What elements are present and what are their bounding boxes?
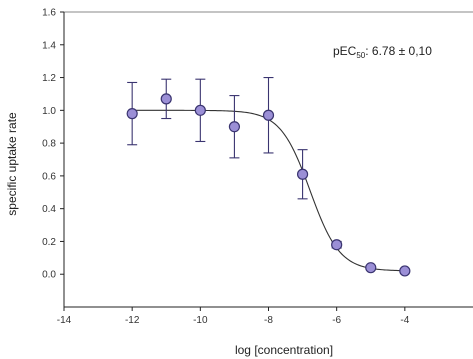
data-points-layer <box>126 77 411 277</box>
data-point <box>160 78 172 120</box>
y-tick-label: 0.2 <box>42 237 56 248</box>
point-marker <box>365 262 377 274</box>
point-marker <box>399 265 411 277</box>
point-marker <box>194 104 206 116</box>
pec50-value: : 6.78 ± 0,10 <box>365 44 432 58</box>
y-tick-label: 0.8 <box>42 139 56 150</box>
x-tick-label: -6 <box>332 315 341 326</box>
y-tick-label: 0.4 <box>42 204 56 215</box>
pec50-subscript: 50 <box>356 51 365 60</box>
data-point <box>296 149 309 200</box>
y-axis-ticks: 0.0 0.2 0.4 0.6 0.8 1.0 1.2 1.4 1.6 <box>42 8 64 281</box>
x-tick-label: -8 <box>264 315 273 326</box>
x-axis-ticks: -14 -12 -10 -8 -6 -4 <box>57 307 410 326</box>
data-point <box>331 239 343 251</box>
y-tick-label: 0.6 <box>42 171 56 182</box>
y-tick-label: 1.0 <box>42 106 56 117</box>
x-tick-label: -12 <box>125 315 140 326</box>
pec50-annotation: pEC50: 6.78 ± 0,10 <box>333 44 432 60</box>
data-point <box>228 95 241 159</box>
data-point <box>194 78 206 143</box>
point-marker <box>160 93 172 105</box>
point-marker <box>262 109 275 121</box>
data-point <box>365 262 377 274</box>
x-tick-label: -4 <box>400 315 409 326</box>
point-marker <box>126 108 138 120</box>
y-tick-label: 1.6 <box>42 8 56 19</box>
point-marker <box>228 121 241 133</box>
x-axis-label: log [concentration] <box>235 343 333 357</box>
y-tick-label: 0.0 <box>42 270 56 281</box>
y-axis-label: specific uptake rate <box>5 112 19 216</box>
y-tick-label: 1.4 <box>42 40 56 51</box>
point-marker <box>331 239 343 251</box>
x-tick-label: -14 <box>57 315 72 326</box>
point-marker <box>296 168 309 180</box>
data-point <box>126 81 138 146</box>
y-tick-label: 1.2 <box>42 73 56 84</box>
data-point <box>262 77 275 154</box>
pec50-prefix: pEC <box>333 44 357 58</box>
x-tick-label: -10 <box>193 315 208 326</box>
data-point <box>399 265 411 277</box>
